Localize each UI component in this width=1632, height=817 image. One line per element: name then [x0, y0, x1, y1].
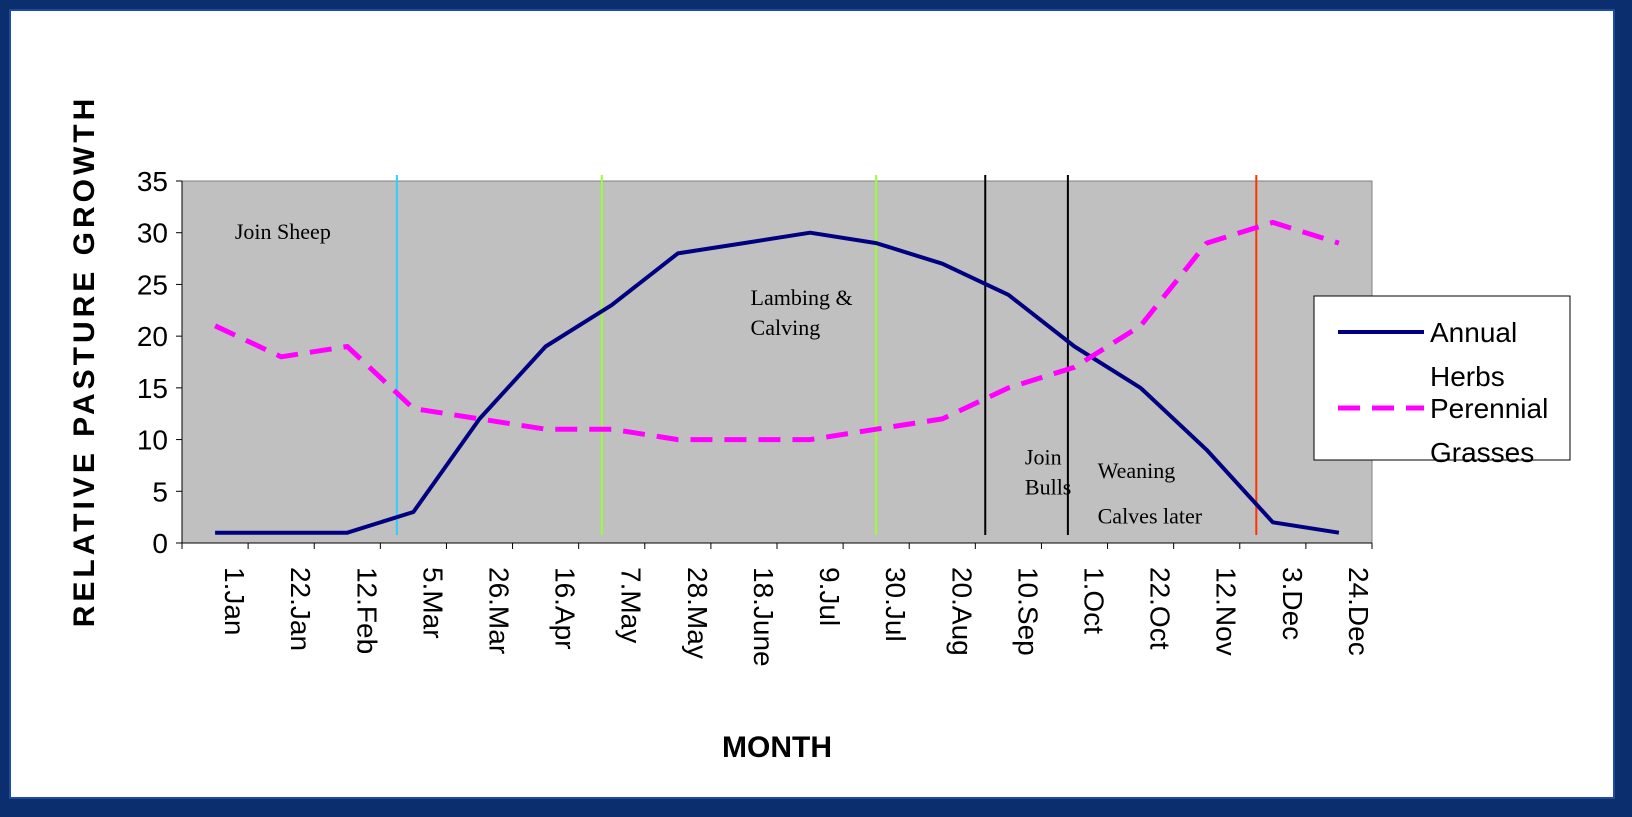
pasture-growth-chart: 0 5 10 15 20 25 30 35 1.Jan 22.Jan 12.Feb 5.Mar 26.M…	[68, 95, 1571, 764]
x-tick-label: 1.Oct	[1079, 567, 1110, 634]
y-tick-label: 20	[137, 321, 168, 352]
y-tick-label: 25	[137, 269, 168, 300]
chart-annotation: Join	[1025, 444, 1062, 469]
x-axis-title: MONTH	[722, 731, 832, 764]
x-tick-label: 30.Jul	[880, 567, 911, 642]
x-tick-label: 16.Apr	[550, 567, 581, 650]
plot-area	[181, 180, 1373, 544]
x-tick-label: 3.Dec	[1277, 567, 1308, 640]
legend-label: Perennial	[1430, 393, 1548, 424]
x-tick-label: 10.Sep	[1012, 567, 1043, 656]
y-tick-label: 15	[137, 373, 168, 404]
y-tick-label: 10	[137, 425, 168, 456]
x-tick-label: 24.Dec	[1343, 567, 1374, 656]
y-tick-label: 35	[137, 166, 168, 197]
chart-annotation: Weaning	[1098, 458, 1176, 483]
chart-annotation: Bulls	[1025, 474, 1071, 499]
legend-box	[1313, 295, 1571, 461]
x-tick-label: 28.May	[682, 567, 713, 659]
x-tick-label: 5.Mar	[417, 567, 448, 639]
x-tick-label: 26.Mar	[484, 567, 515, 654]
legend-label: Herbs	[1430, 361, 1505, 392]
chart-annotation: Lambing &	[751, 285, 853, 310]
x-tick-label: 7.May	[616, 567, 647, 643]
x-tick-label: 1.Jan	[219, 567, 250, 636]
legend-label: Annual	[1430, 317, 1517, 348]
y-tick-label: 30	[137, 218, 168, 249]
chart-annotation: Calves later	[1098, 503, 1203, 528]
y-axis-title: RELATIVE PASTURE GROWTH	[68, 95, 101, 628]
x-tick-label: 9.Jul	[814, 567, 845, 626]
x-tick-label: 18.June	[748, 567, 779, 667]
x-tick-label: 22.Jan	[285, 567, 316, 651]
x-tick-label: 12.Feb	[351, 567, 382, 654]
annual-herbs-line	[215, 230, 1340, 535]
chart-annotation: Join Sheep	[235, 219, 331, 244]
y-tick-label: 0	[152, 528, 168, 559]
slide-frame: 0 5 10 15 20 25 30 35 1.Jan 22.Jan 12.Feb 5.Mar 26.M…	[9, 9, 1615, 799]
x-tick-label: 20.Aug	[946, 567, 977, 656]
perennial-grasses-line	[214, 219, 1340, 443]
x-tick-label: 12.Nov	[1211, 567, 1242, 656]
x-tick-label: 22.Oct	[1145, 567, 1176, 650]
chart-annotation: Calving	[751, 315, 821, 340]
y-tick-label: 5	[152, 476, 168, 507]
legend-label: Grasses	[1430, 437, 1534, 468]
